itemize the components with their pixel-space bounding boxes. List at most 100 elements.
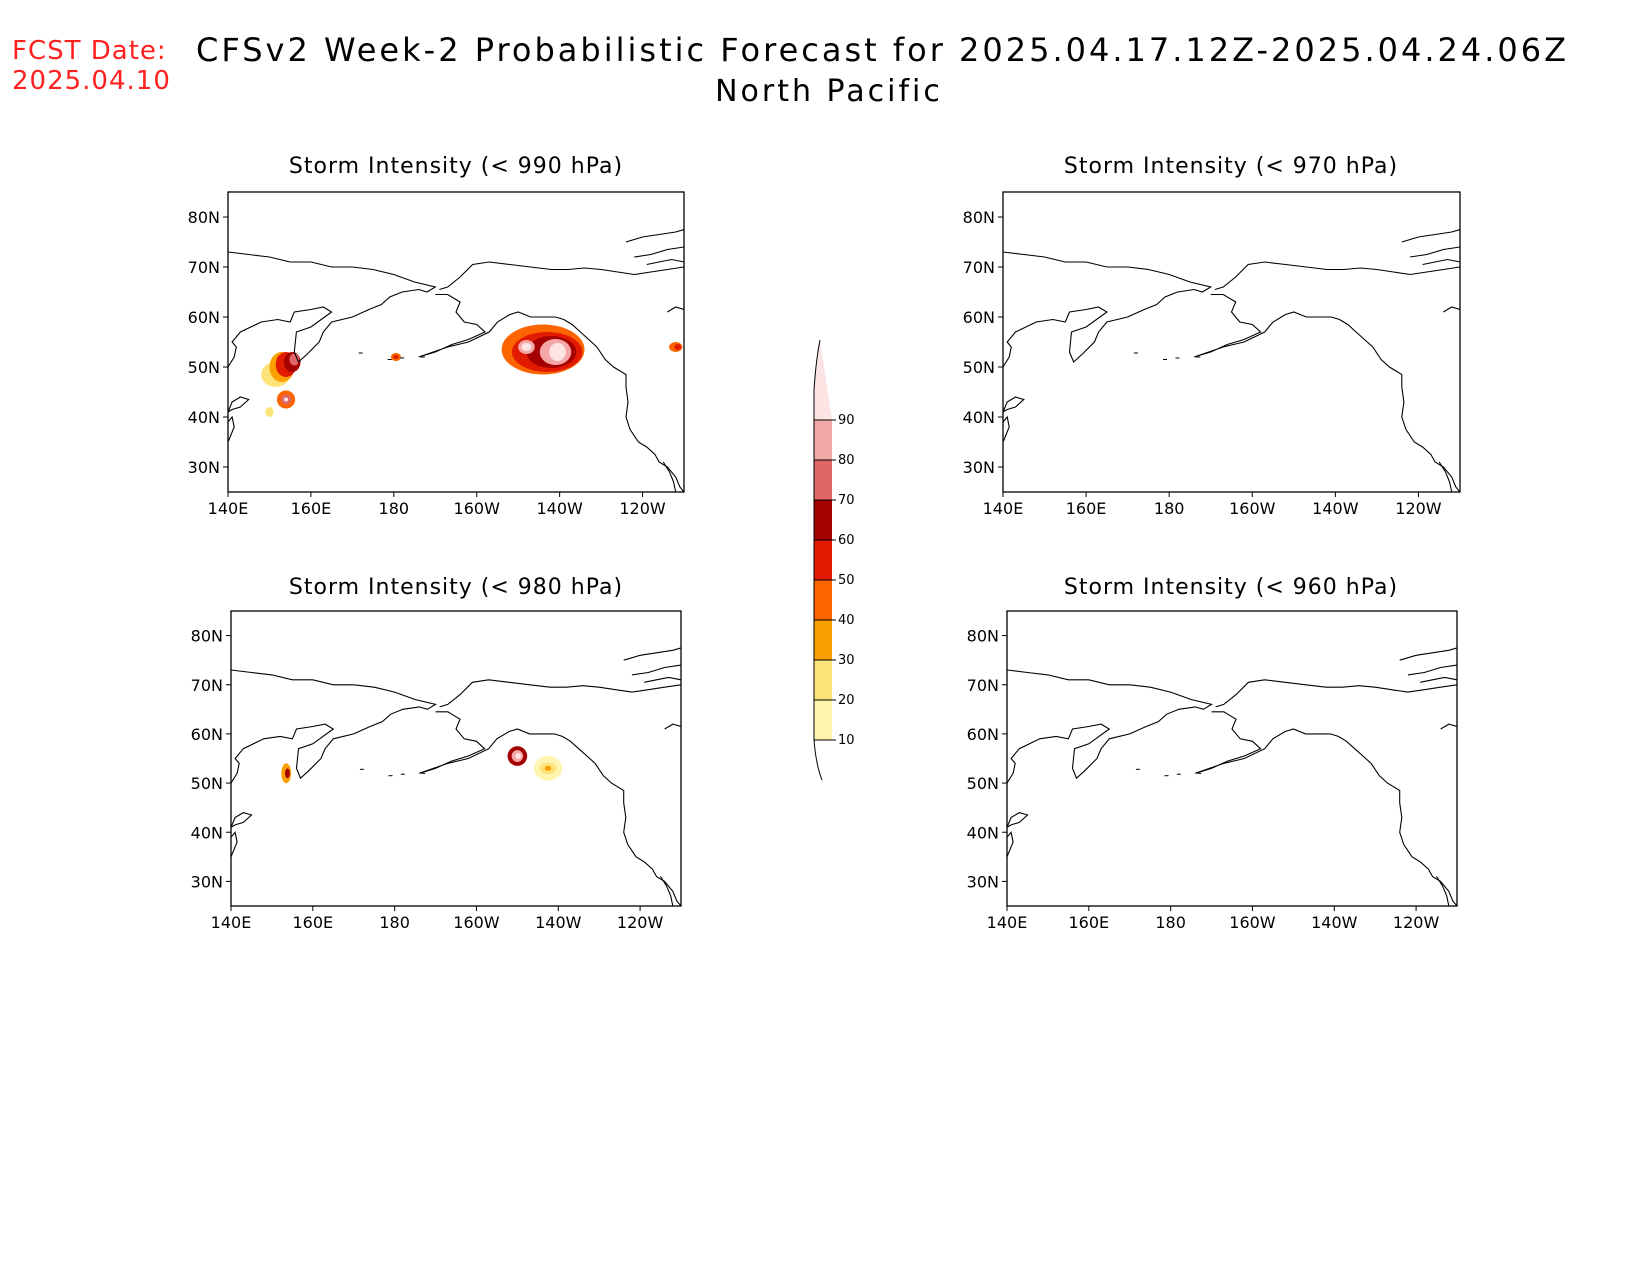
- coastline: [228, 251, 437, 368]
- lon-tick-label: 160E: [292, 913, 333, 932]
- map-frame: [1002, 191, 1461, 493]
- colorbar-label: 20: [838, 693, 855, 708]
- probability-contour: [285, 768, 290, 779]
- coastline: [1422, 258, 1460, 266]
- lon-tick-label: 140E: [211, 913, 252, 932]
- colorbar-bin: [814, 580, 832, 620]
- lon-tick-label: 180: [1155, 913, 1186, 932]
- lon-tick-label: 160W: [453, 913, 500, 932]
- lon-tick-label: 160W: [1229, 913, 1276, 932]
- main-title: CFSv2 Week-2 Probabilistic Forecast for …: [196, 31, 1570, 69]
- coastline: [1436, 876, 1450, 906]
- lon-tick-label: 140W: [535, 913, 582, 932]
- coastline: [231, 831, 238, 858]
- colorbar-bin: [814, 420, 832, 460]
- lat-tick-label: 60N: [967, 725, 999, 744]
- probability-contour: [544, 765, 552, 771]
- coastline: [1410, 246, 1460, 258]
- lat-tick-label: 80N: [963, 208, 995, 227]
- colorbar-label: 90: [838, 413, 855, 428]
- fcst-date-value: 2025.04.10: [12, 66, 171, 96]
- lon-tick-label: 160W: [454, 499, 501, 518]
- coastline: [1003, 396, 1025, 413]
- coastline: [231, 669, 437, 784]
- coastline: [228, 415, 235, 443]
- lat-tick-label: 50N: [963, 358, 995, 377]
- lon-tick-label: 180: [1154, 499, 1185, 518]
- probability-contour: [289, 353, 300, 366]
- coastline: [1438, 461, 1453, 492]
- colorbar-upper-edge: [813, 339, 821, 391]
- lat-tick-label: 30N: [188, 458, 220, 477]
- probability-contour: [283, 397, 289, 402]
- coastline: [231, 812, 253, 828]
- coastline: [439, 261, 684, 291]
- lat-tick-label: 60N: [963, 308, 995, 327]
- coastline: [623, 647, 681, 661]
- coastline: [1007, 669, 1213, 784]
- map-panel-p990: Storm Intensity (< 990 hPa) 80N 70N 60N 50N 4…: [188, 154, 685, 518]
- coastline: [625, 228, 684, 243]
- coastline: [1003, 251, 1213, 368]
- coastline: [1443, 306, 1460, 313]
- coastline: [644, 676, 681, 683]
- coastline: [1401, 228, 1460, 243]
- colorbar-cap: [814, 340, 832, 420]
- colorbar-bin: [814, 460, 832, 500]
- map-area: [1007, 647, 1457, 906]
- coastline: [1007, 812, 1029, 828]
- lon-tick-label: 140E: [983, 499, 1024, 518]
- panel-title: Storm Intensity (< 990 hPa): [289, 154, 623, 179]
- lat-tick-label: 70N: [967, 676, 999, 695]
- lon-tick-label: 140W: [1312, 499, 1359, 518]
- fcst-date-caption: FCST Date:: [12, 36, 167, 66]
- lat-tick-label: 30N: [963, 458, 995, 477]
- colorbar-label: 70: [838, 493, 855, 508]
- region-subtitle: North Pacific: [0, 74, 1650, 109]
- lat-tick-label: 50N: [967, 774, 999, 793]
- map-frame: [227, 191, 685, 493]
- map-panel-p970: Storm Intensity (< 970 hPa) 80N 70N 60N 50N 4…: [963, 154, 1461, 518]
- forecast-date-label: FCST Date: 2025.04.10: [12, 36, 171, 96]
- coastline: [664, 723, 681, 730]
- panel-title: Storm Intensity (< 970 hPa): [1064, 154, 1398, 179]
- lat-tick-label: 80N: [191, 627, 223, 646]
- lat-tick-label: 30N: [967, 872, 999, 891]
- probability-contour: [549, 343, 566, 361]
- map-area: [231, 647, 681, 906]
- coastline: [1399, 647, 1457, 661]
- lat-tick-label: 50N: [188, 358, 220, 377]
- map-panel-p980: Storm Intensity (< 980 hPa) 80N 70N 60N 50N 4…: [191, 575, 682, 932]
- coastline: [228, 396, 250, 413]
- colorbar-label: 30: [838, 653, 855, 668]
- map-area: [228, 228, 684, 492]
- coastline: [1420, 676, 1457, 683]
- lat-tick-label: 60N: [191, 725, 223, 744]
- map-frame: [1006, 610, 1458, 907]
- lon-tick-label: 140W: [1311, 913, 1358, 932]
- lon-tick-label: 120W: [1395, 499, 1442, 518]
- panel-title: Storm Intensity (< 980 hPa): [289, 575, 623, 600]
- coastline: [1440, 723, 1457, 730]
- lat-tick-label: 30N: [191, 872, 223, 891]
- map-panel-p960: Storm Intensity (< 960 hPa) 80N 70N 60N 50N 4…: [967, 575, 1458, 932]
- lat-tick-label: 40N: [963, 408, 995, 427]
- colorbar-label: 50: [838, 573, 855, 588]
- map-area: [1003, 228, 1460, 492]
- probability-contour: [393, 355, 399, 359]
- colorbar-label: 10: [838, 733, 855, 748]
- lon-tick-label: 140E: [208, 499, 249, 518]
- lon-tick-label: 120W: [619, 499, 666, 518]
- lat-tick-label: 50N: [191, 774, 223, 793]
- lon-tick-label: 140W: [536, 499, 583, 518]
- coastline: [1193, 293, 1460, 492]
- probability-contour: [265, 407, 274, 417]
- probability-contour: [515, 753, 522, 759]
- lon-tick-label: 160E: [291, 499, 332, 518]
- coastline: [646, 258, 684, 266]
- colorbar-bin: [814, 620, 832, 660]
- coastline: [1214, 261, 1460, 291]
- coastline: [1003, 415, 1010, 443]
- coastline: [439, 679, 681, 708]
